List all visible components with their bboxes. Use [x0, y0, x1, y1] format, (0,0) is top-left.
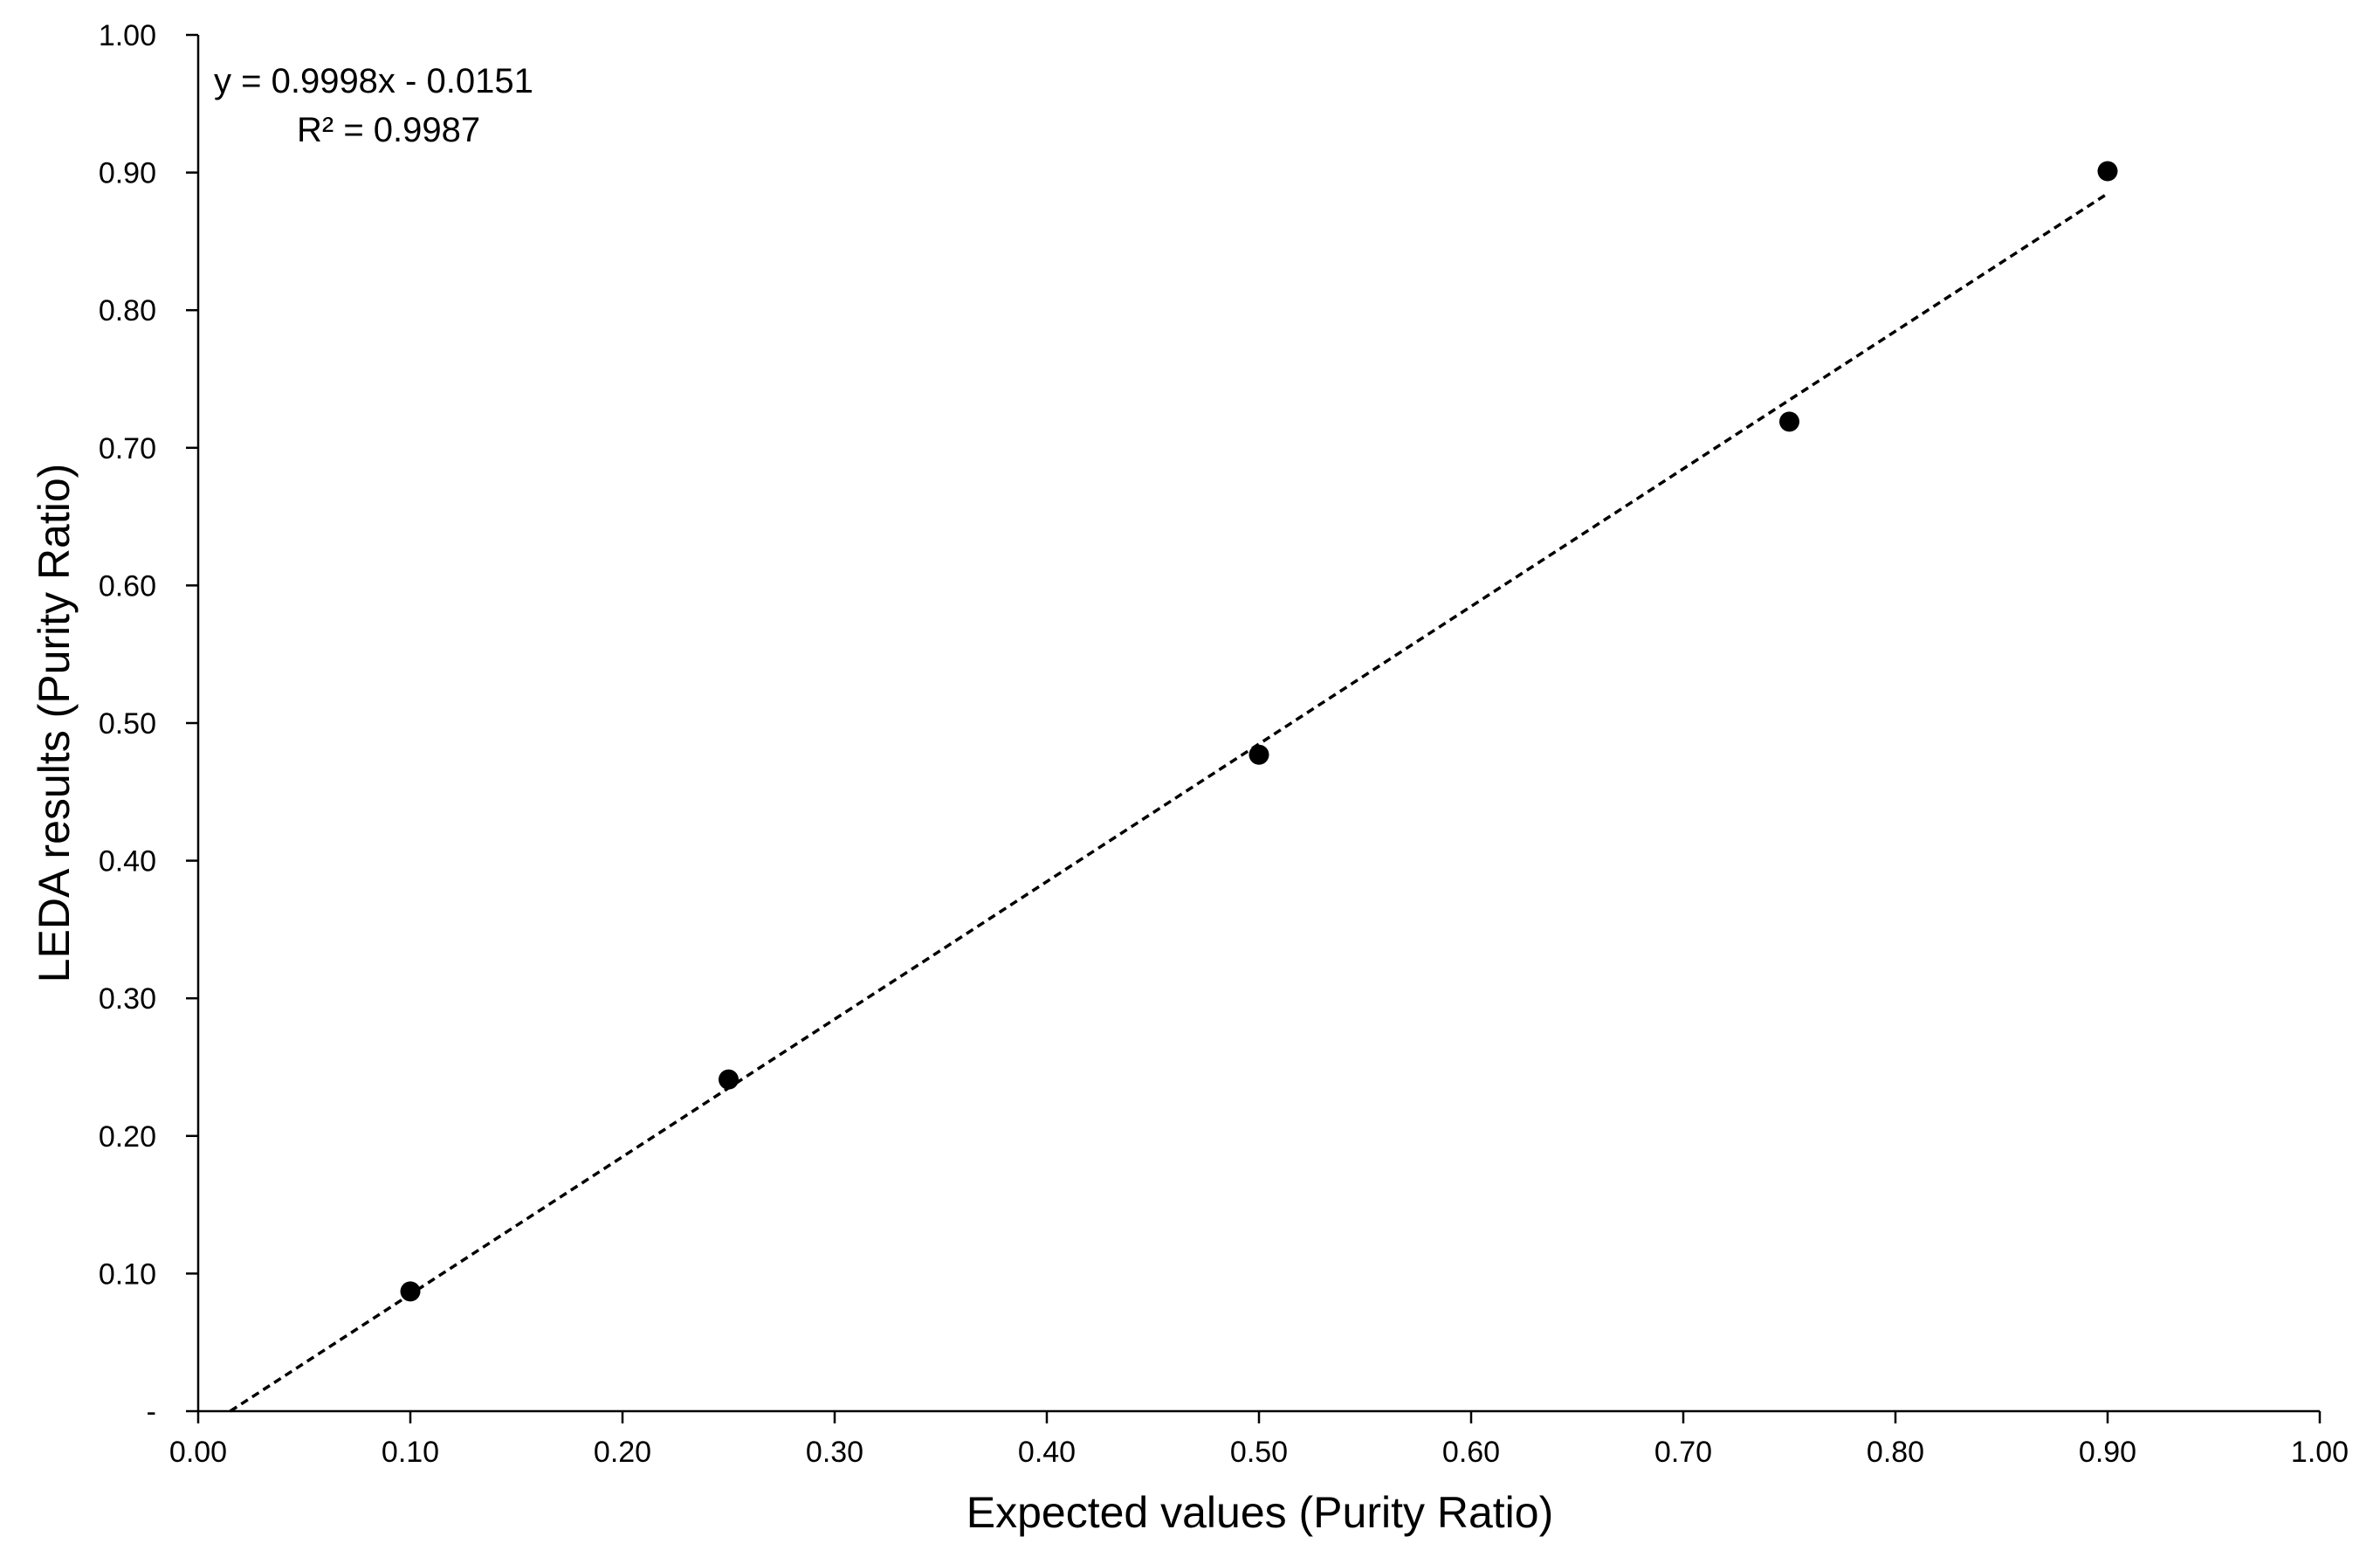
y-axis-title: LEDA results (Purity Ratio)	[30, 464, 79, 983]
x-tick-label: 0.30	[806, 1436, 863, 1469]
x-tick-label: 0.80	[1867, 1436, 1924, 1469]
x-axis-ticks: 0.00 0.10 0.20 0.30 0.40 0.50 0.60 0.70 0.80 0.90…	[169, 1411, 2349, 1469]
trendline-r-squared: R² = 0.9987	[297, 111, 480, 149]
y-axis-ticks: - 0.10 0.20 0.30 0.40 0.50 0.60 0.70 0.80 0.90 1.0…	[99, 19, 198, 1429]
trendline-group	[229, 192, 2108, 1413]
trendline-equation: y = 0.9998x - 0.0151	[214, 62, 533, 100]
data-point	[400, 1281, 421, 1302]
x-tick-label: 0.60	[1442, 1436, 1500, 1469]
y-tick-label: 0.50	[99, 707, 156, 741]
y-tick-label: 0.70	[99, 432, 156, 465]
data-point	[2097, 161, 2118, 182]
y-tick-label: 0.60	[99, 569, 156, 603]
y-tick-label: 0.90	[99, 157, 156, 190]
y-tick-label: -	[147, 1395, 156, 1429]
x-tick-label: 0.70	[1654, 1436, 1712, 1469]
x-tick-label: 1.00	[2291, 1436, 2349, 1469]
data-point	[1779, 411, 1799, 432]
y-tick-label: 0.20	[99, 1120, 156, 1154]
x-tick-label: 0.50	[1230, 1436, 1288, 1469]
axes	[196, 35, 2320, 1413]
x-tick-label: 0.20	[594, 1436, 651, 1469]
x-tick-label: 0.00	[169, 1436, 227, 1469]
x-tick-label: 0.40	[1018, 1436, 1076, 1469]
data-point	[1248, 744, 1269, 765]
x-axis-title: Expected values (Purity Ratio)	[966, 1488, 1554, 1537]
x-tick-label: 0.10	[382, 1436, 439, 1469]
data-point	[719, 1069, 739, 1090]
y-tick-label: 0.80	[99, 294, 156, 327]
x-tick-label: 0.90	[2079, 1436, 2136, 1469]
y-tick-label: 0.30	[99, 982, 156, 1016]
trendline	[229, 192, 2108, 1413]
y-tick-label: 0.40	[99, 845, 156, 878]
y-tick-label: 1.00	[99, 19, 156, 52]
data-points	[400, 161, 2118, 1302]
y-tick-label: 0.10	[99, 1257, 156, 1291]
